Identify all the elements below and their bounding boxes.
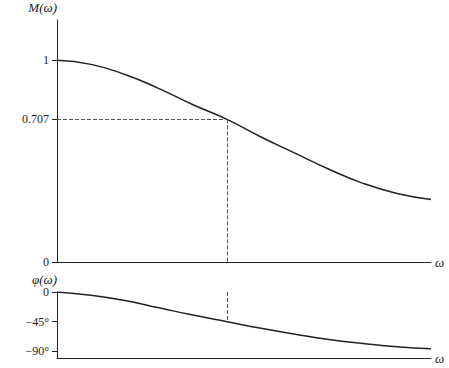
svg-text:−45°: −45° [25,315,49,329]
svg-text:ω: ω [435,351,444,366]
svg-text:ω: ω [435,255,444,270]
svg-text:1: 1 [43,53,49,67]
svg-text:0: 0 [43,285,49,299]
svg-text:0.707: 0.707 [22,112,49,126]
svg-text:M(ω): M(ω) [27,0,57,15]
svg-text:−90°: −90° [25,344,49,358]
svg-text:0: 0 [43,255,49,269]
svg-text:φ(ω): φ(ω) [32,272,57,287]
